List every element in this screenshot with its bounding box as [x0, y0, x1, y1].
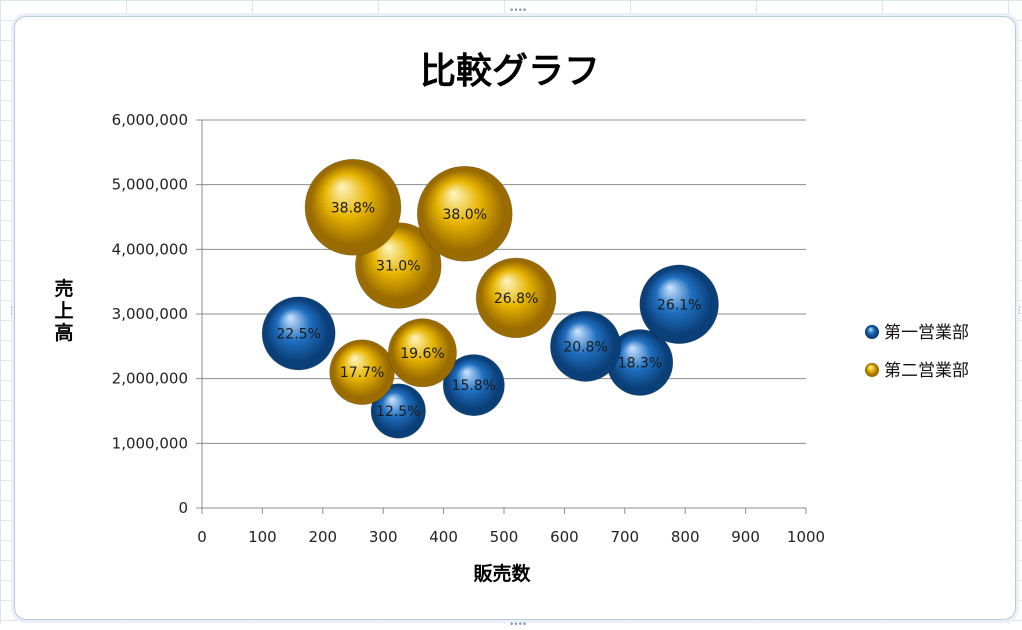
x-tick-label: 400 [429, 528, 458, 546]
y-tick-label: 4,000,000 [112, 240, 188, 258]
y-axis-title: 売上高 [54, 277, 73, 344]
legend-label: 第一営業部 [884, 323, 969, 343]
x-axis-title: 販売数 [473, 562, 531, 585]
y-axis-title-char: 売 [54, 277, 73, 300]
data-label: 38.8% [331, 200, 375, 216]
data-label: 12.5% [376, 404, 420, 420]
data-label: 20.8% [563, 339, 607, 355]
bubble-series1[interactable] [261, 296, 336, 371]
y-tick-label: 5,000,000 [112, 176, 188, 194]
bubble-series2[interactable] [304, 159, 402, 256]
y-tick-label: 6,000,000 [112, 111, 188, 129]
x-tick-label: 300 [369, 528, 398, 546]
y-axis-title-char: 上 [54, 300, 73, 322]
resize-handle-left[interactable]: ⋮ [7, 306, 16, 316]
bubble-series2[interactable] [475, 257, 557, 339]
legend-marker [865, 325, 879, 339]
legend-label: 第二営業部 [884, 361, 969, 381]
y-axis-title-char: 高 [54, 321, 73, 344]
data-label: 18.3% [618, 356, 662, 372]
data-label: 22.5% [276, 326, 320, 342]
bubble-series2[interactable] [388, 318, 457, 388]
y-tick-label: 3,000,000 [112, 305, 188, 323]
x-tick-label: 0 [197, 528, 207, 546]
x-tick-label: 200 [308, 528, 337, 546]
bubble-series1[interactable] [442, 354, 505, 417]
bubble-series1[interactable] [639, 264, 719, 344]
legend-marker [865, 363, 879, 377]
x-tick-label: 1000 [787, 528, 825, 546]
axes: 0 1,000,000 2,000,000 3,000,000 4,000,000 5,0… [112, 111, 825, 546]
data-label: 17.7% [340, 365, 384, 381]
y-tick-label: 2,000,000 [112, 370, 188, 388]
plot-area: 12.5% 15.8% 18.3% 20.8% 22.5% 26.1% 17.7% 19.6%… [261, 159, 719, 439]
resize-handle-top[interactable]: •••• [509, 6, 527, 16]
x-tick-label: 900 [731, 528, 760, 546]
chart-title: 比較グラフ [420, 51, 600, 92]
data-label: 26.8% [494, 291, 538, 307]
x-tick-label: 600 [550, 528, 579, 546]
x-tick-label: 500 [490, 528, 519, 546]
data-label: 31.0% [376, 259, 420, 275]
data-label: 15.8% [452, 378, 496, 394]
x-tick-label: 800 [671, 528, 700, 546]
bubble-series1[interactable] [370, 383, 426, 439]
resize-handle-right[interactable]: ⋮ [1015, 306, 1022, 316]
data-label: 38.0% [442, 207, 486, 223]
bubble-series2[interactable] [416, 165, 513, 262]
x-tick-label: 700 [610, 528, 639, 546]
data-label: 26.1% [657, 297, 701, 313]
y-tick-label: 0 [178, 499, 188, 517]
x-tick-label: 100 [248, 528, 277, 546]
y-tick-label: 1,000,000 [112, 434, 188, 452]
bubble-series1[interactable] [550, 310, 621, 382]
data-label: 19.6% [400, 346, 444, 362]
